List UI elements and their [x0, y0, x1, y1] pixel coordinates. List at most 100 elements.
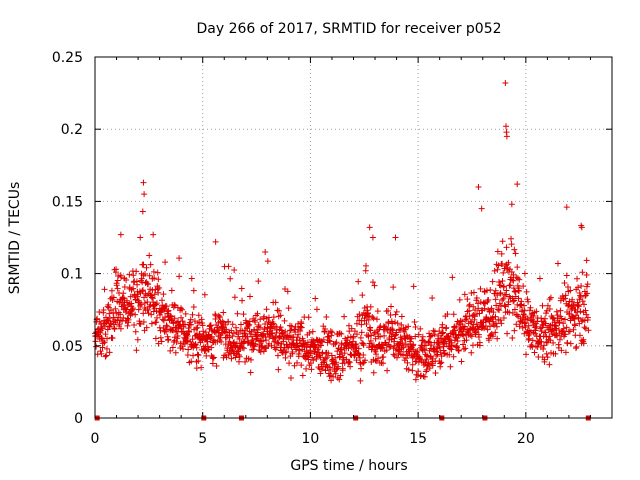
data-point — [322, 355, 329, 362]
data-point — [274, 339, 281, 346]
data-point — [584, 290, 591, 297]
data-point — [262, 248, 269, 255]
data-point — [578, 282, 585, 289]
data-point — [398, 313, 405, 320]
data-point — [252, 319, 259, 326]
x-tick-label: 0 — [91, 431, 100, 447]
data-point — [189, 336, 196, 343]
data-point — [501, 265, 508, 272]
data-point — [560, 328, 567, 335]
data-point — [412, 333, 419, 340]
data-point — [575, 284, 582, 291]
data-point — [393, 329, 400, 336]
data-point — [328, 377, 335, 384]
data-point — [148, 311, 155, 318]
data-point — [330, 373, 337, 380]
data-point — [153, 314, 160, 321]
data-point — [254, 326, 261, 333]
data-point — [366, 224, 373, 231]
data-point — [335, 363, 342, 370]
data-point — [540, 333, 547, 340]
data-point — [492, 296, 499, 303]
data-point — [497, 317, 504, 324]
data-point — [167, 312, 174, 319]
data-point — [399, 339, 406, 346]
data-point — [510, 285, 517, 292]
data-point — [460, 326, 467, 333]
data-point — [521, 320, 528, 327]
data-point — [353, 331, 360, 338]
data-point — [575, 315, 582, 322]
data-point — [104, 335, 111, 342]
data-point — [521, 312, 528, 319]
data-point — [207, 322, 214, 329]
data-point — [276, 307, 282, 314]
data-point — [543, 350, 550, 357]
data-point — [380, 354, 387, 361]
data-point — [333, 339, 340, 346]
data-point — [522, 319, 529, 326]
data-point — [494, 335, 501, 342]
data-point — [454, 344, 461, 351]
data-point — [172, 349, 179, 356]
data-point — [190, 287, 197, 294]
data-point — [533, 308, 540, 315]
data-point — [176, 273, 183, 280]
data-point — [470, 311, 477, 318]
data-point — [415, 331, 422, 338]
data-point — [187, 321, 194, 328]
data-point — [582, 307, 589, 314]
data-point — [234, 310, 241, 317]
data-point — [347, 363, 354, 370]
data-point — [225, 263, 232, 270]
data-point — [313, 356, 320, 363]
data-point — [519, 324, 526, 331]
data-point — [200, 328, 207, 335]
data-point — [494, 292, 501, 299]
data-point — [564, 302, 571, 309]
data-point — [428, 332, 435, 339]
data-point — [476, 342, 483, 349]
data-point — [287, 327, 294, 334]
data-point — [190, 304, 197, 311]
data-point — [357, 334, 364, 341]
data-point — [298, 362, 305, 369]
data-point — [191, 318, 198, 325]
data-point — [523, 351, 530, 358]
data-point — [110, 309, 117, 316]
data-point — [262, 321, 269, 328]
data-point — [249, 346, 256, 353]
data-point — [408, 335, 415, 342]
data-point — [341, 350, 348, 357]
data-point — [247, 369, 254, 376]
data-point — [270, 314, 277, 321]
data-point — [237, 321, 244, 328]
data-point — [236, 353, 243, 360]
data-point — [125, 316, 132, 323]
data-point — [178, 305, 185, 312]
data-point — [439, 321, 446, 328]
data-point — [321, 358, 328, 365]
data-point — [375, 355, 382, 362]
data-point — [129, 305, 136, 312]
data-point — [157, 334, 164, 341]
data-point — [247, 356, 254, 363]
data-point — [396, 326, 403, 333]
data-point — [497, 289, 504, 296]
data-point — [313, 353, 320, 360]
data-point — [429, 295, 436, 302]
data-point — [232, 324, 239, 331]
data-point — [500, 283, 507, 290]
data-point — [392, 234, 399, 241]
data-point — [162, 259, 169, 266]
data-point — [494, 266, 501, 273]
data-point — [461, 291, 468, 298]
data-point — [189, 311, 196, 318]
data-point — [248, 333, 255, 340]
data-point — [520, 311, 527, 318]
data-point — [577, 292, 584, 299]
data-point — [462, 345, 469, 352]
data-point — [151, 291, 158, 298]
data-point — [338, 330, 345, 337]
data-point — [579, 269, 586, 276]
